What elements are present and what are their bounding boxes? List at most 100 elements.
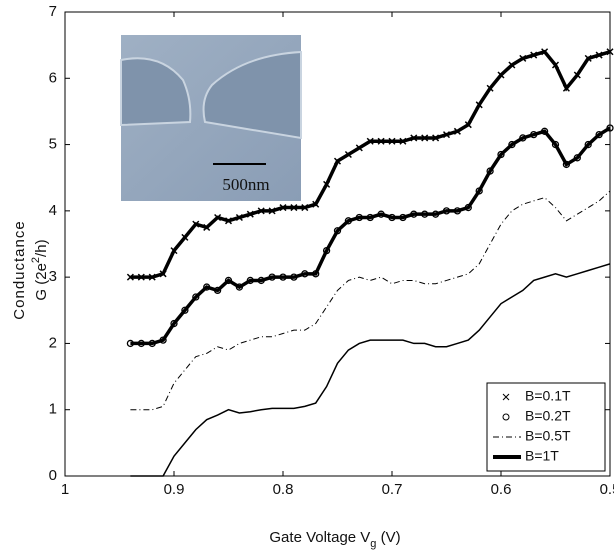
o-marker <box>606 124 614 132</box>
y-tick-label: 4 <box>49 202 57 219</box>
o-marker <box>224 276 233 285</box>
x-marker <box>203 223 211 231</box>
o-marker <box>573 154 581 162</box>
x-tick-label: 0.6 <box>491 481 512 498</box>
x-marker <box>137 273 145 281</box>
o-marker <box>344 217 353 225</box>
x-marker <box>192 220 200 228</box>
o-marker <box>290 273 298 281</box>
o-marker <box>475 187 483 195</box>
o-marker <box>181 306 189 314</box>
x-marker <box>301 204 309 212</box>
x-marker <box>508 61 516 69</box>
x-marker <box>453 127 461 135</box>
o-marker <box>203 283 211 291</box>
legend-label: B=0.2T <box>525 408 571 424</box>
legend-label: B=1T <box>525 448 559 464</box>
x-marker <box>562 84 570 92</box>
x-marker <box>519 54 527 62</box>
o-marker <box>246 276 254 285</box>
legend-symbol <box>502 393 510 401</box>
o-marker <box>159 336 167 344</box>
x-marker <box>475 101 483 109</box>
x-marker <box>159 270 167 278</box>
x-marker <box>464 121 472 129</box>
x-tick-label: 0.5 <box>600 481 614 498</box>
o-marker <box>355 213 363 222</box>
x-tick-label: 0.9 <box>164 481 185 498</box>
y-axis-unit: G (2e2/h) <box>30 239 50 300</box>
o-marker <box>431 210 440 218</box>
o-marker <box>410 210 418 218</box>
x-marker <box>312 200 320 208</box>
y-tick-label: 2 <box>49 334 57 351</box>
x-tick-label: 1 <box>61 481 69 498</box>
legend-symbol <box>502 413 510 421</box>
x-marker <box>486 84 494 92</box>
x-axis-label: Gate Voltage Vg (V) <box>269 529 400 550</box>
o-marker <box>497 150 505 159</box>
x-marker <box>181 233 189 241</box>
o-marker <box>377 210 385 218</box>
x-marker <box>606 48 614 56</box>
o-marker <box>235 283 244 291</box>
o-marker <box>312 270 320 278</box>
o-marker <box>584 140 592 149</box>
x-marker <box>235 213 243 222</box>
x-marker <box>388 137 396 145</box>
x-marker <box>323 180 331 188</box>
o-marker <box>213 286 222 295</box>
x-marker <box>432 134 440 142</box>
label-part: G (2e <box>33 263 50 301</box>
x-marker <box>224 217 233 225</box>
o-marker <box>486 167 494 175</box>
o-marker <box>279 273 287 281</box>
label-part: /h) <box>33 239 50 257</box>
o-marker <box>333 227 342 235</box>
x-marker <box>530 51 538 59</box>
x-marker <box>497 71 505 79</box>
o-marker <box>322 246 331 255</box>
x-marker <box>421 134 429 142</box>
plot-frame <box>64 11 611 477</box>
series-line <box>130 263 611 477</box>
o-marker <box>421 210 429 218</box>
y-tick-label: 0 <box>49 467 57 484</box>
o-marker <box>268 273 276 281</box>
x-marker <box>333 157 342 165</box>
x-marker <box>442 131 451 139</box>
o-marker <box>399 213 407 222</box>
x-marker <box>126 273 134 281</box>
o-marker <box>530 130 538 139</box>
o-marker <box>551 140 560 149</box>
x-marker <box>268 207 276 215</box>
series-line <box>130 126 611 346</box>
x-marker <box>290 204 298 212</box>
o-marker <box>170 319 178 328</box>
o-marker <box>464 203 472 212</box>
x-tick-label: 0.8 <box>273 481 294 498</box>
x-marker <box>595 51 603 59</box>
x-marker <box>214 213 222 222</box>
label-part: Gate Voltage V <box>269 529 370 546</box>
o-marker <box>540 127 549 135</box>
sub-text: g <box>370 538 376 550</box>
o-marker <box>148 339 156 348</box>
x-marker <box>246 210 254 218</box>
x-marker <box>366 137 374 145</box>
o-marker <box>137 339 145 348</box>
y-tick-label: 5 <box>49 136 57 153</box>
x-marker <box>257 207 265 215</box>
x-marker <box>148 273 156 281</box>
legend-label: B=0.1T <box>525 388 571 404</box>
x-marker <box>355 144 363 152</box>
x-tick-label: 0.7 <box>382 481 403 498</box>
x-marker <box>399 137 407 145</box>
series-line <box>130 190 611 411</box>
y-tick-label: 3 <box>49 268 57 285</box>
label-part: (V) <box>376 529 400 546</box>
o-marker <box>366 213 374 222</box>
x-marker <box>377 137 385 145</box>
x-marker <box>573 71 581 79</box>
